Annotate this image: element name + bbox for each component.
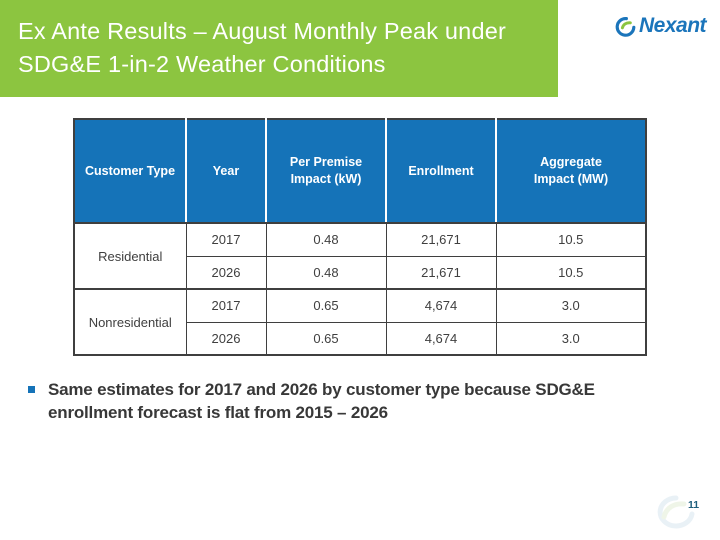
bullet-square-icon [28,386,35,393]
per-premise-impact-cell: 0.48 [265,255,387,290]
enrollment-cell: 4,674 [385,321,497,356]
nexant-swirl-icon [615,16,636,37]
customer-type-cell: Residential [73,222,187,290]
slide-title-line1: Ex Ante Results – August Monthly Peak un… [18,18,507,44]
watermark-swirl-icon [657,495,695,529]
aggregate-impact-cell: 3.0 [495,288,647,323]
table-row: Nonresidential 2017 0.65 4,674 3.0 [73,288,647,356]
table-header-row: Customer Type Year Per Premise Impact (k… [73,119,646,224]
per-premise-impact-cell: 0.65 [265,288,387,323]
slide-title-line2: SDG&E 1-in-2 Weather Conditions [18,51,386,77]
customer-type-cell: Nonresidential [73,288,187,356]
results-table: Customer Type Year Per Premise Impact (k… [73,118,647,356]
page-number: 11 [688,499,700,511]
col-header-enrollment: Enrollment [385,119,496,224]
nexant-logo-text: Nexant [639,14,707,37]
year-cell: 2026 [185,255,267,290]
aggregate-impact-cell: 10.5 [495,222,647,257]
col-header-year: Year [185,119,266,224]
col-header-aggregate-impact: Aggregate Impact (MW) [495,119,646,224]
per-premise-impact-cell: 0.65 [265,321,387,356]
year-cell: 2026 [185,321,267,356]
enrollment-cell: 4,674 [385,288,497,323]
year-cell: 2017 [185,288,267,323]
bullet-text: Same estimates for 2017 and 2026 by cust… [48,380,595,422]
enrollment-cell: 21,671 [385,222,497,257]
title-banner: Ex Ante Results – August Monthly Peak un… [0,0,558,97]
table-row: 2026 0.48 21,671 10.5 [74,255,647,290]
table-row: Residential 2017 0.48 21,671 10.5 [73,222,647,290]
nexant-logo: Nexant [615,14,707,38]
aggregate-impact-cell: 3.0 [495,321,647,356]
aggregate-impact-cell: 10.5 [495,255,647,290]
enrollment-cell: 21,671 [385,255,497,290]
bullet-item: Same estimates for 2017 and 2026 by cust… [28,378,653,424]
year-cell: 2017 [185,222,267,257]
col-header-per-premise-impact: Per Premise Impact (kW) [265,119,386,224]
table-row: 2026 0.65 4,674 3.0 [74,321,647,356]
col-header-customer-type: Customer Type [73,119,186,224]
per-premise-impact-cell: 0.48 [265,222,387,257]
